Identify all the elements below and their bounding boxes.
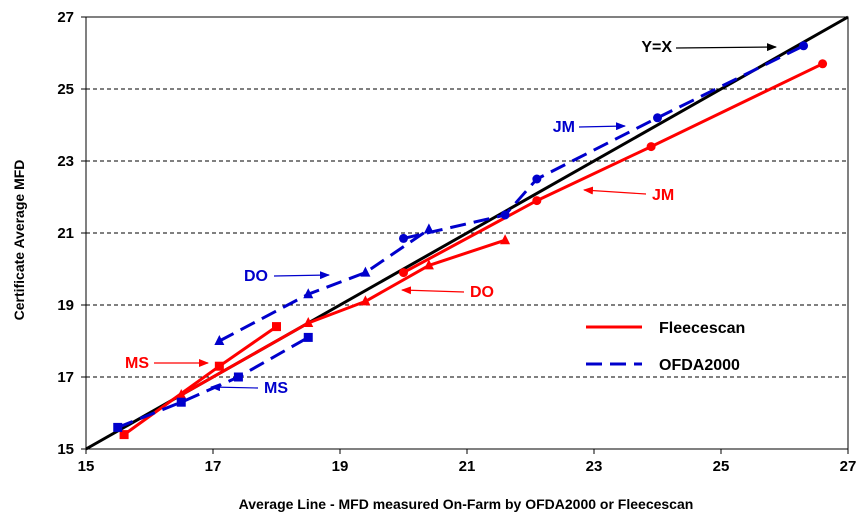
annotation-arrow (210, 383, 259, 392)
fleecescan-ms-point (272, 322, 281, 332)
fleecescan-do-line (180, 238, 506, 397)
legend: Fleecescan OFDA2000 (586, 320, 745, 374)
fleecescan-jm-line (402, 62, 824, 274)
ofda2000-jm-point (500, 210, 510, 220)
series-layer (117, 44, 824, 436)
x-axis-title: Average Line - MFD measured On-Farm by O… (239, 496, 694, 512)
ofda2000-jm-point (799, 41, 809, 51)
annotation-label: Y=X (641, 39, 672, 56)
x-tick-label: 25 (713, 458, 730, 475)
ofda2000-jm-point (532, 174, 542, 184)
ofda2000-ms-line (117, 336, 309, 429)
ofda2000-do-point (360, 266, 371, 277)
x-tick-label: 17 (205, 458, 222, 475)
annotation-label: DO (470, 284, 494, 301)
ofda2000-jm-point (653, 113, 662, 123)
ofda2000-do-point (214, 335, 225, 345)
markers-layer (113, 41, 828, 440)
ofda2000-jm-point (399, 233, 408, 243)
y-tick-label: 15 (57, 441, 74, 458)
y-tick-label: 21 (57, 225, 74, 242)
fleecescan-do-point (500, 234, 511, 245)
annotation-arrow (401, 286, 465, 295)
x-axis-ticks: 15 17 19 21 23 25 27 (78, 449, 857, 475)
annotation-arrow (578, 122, 626, 131)
ofda2000-do-point (423, 223, 434, 234)
fleecescan-do-point (176, 389, 187, 399)
fleecescan-jm-point (532, 196, 542, 206)
annotation-arrow (583, 186, 647, 195)
y-axis-title: Certificate Average MFD (11, 160, 27, 321)
fleecescan-ms-point (214, 361, 224, 371)
ofda2000-ms-point (113, 422, 123, 432)
y-tick-label: 17 (57, 369, 74, 386)
y-tick-label: 19 (57, 297, 74, 314)
fleecescan-do-point (423, 259, 434, 270)
y-tick-label: 23 (57, 153, 74, 170)
fleecescan-ms-line (123, 325, 278, 436)
x-tick-label: 15 (78, 458, 95, 475)
ofda2000-do-line (218, 228, 430, 343)
x-tick-label: 19 (332, 458, 349, 475)
x-tick-label: 23 (586, 458, 603, 475)
legend-label: OFDA2000 (659, 357, 740, 374)
annotation-arrow (273, 271, 330, 280)
ofda2000-ms-point (233, 372, 243, 382)
fleecescan-do-point (360, 295, 371, 306)
ofda2000-ms-point (176, 397, 186, 407)
fleecescan-ms-point (119, 430, 129, 440)
x-tick-label: 21 (459, 458, 476, 475)
annotations-layer: Y=X JM JM DO DO MS MS (125, 39, 777, 397)
annotation-label: MS (264, 380, 288, 397)
y-tick-label: 27 (57, 9, 74, 26)
legend-label: Fleecescan (659, 320, 745, 337)
ofda2000-do-point (303, 288, 314, 299)
annotation-arrow (675, 43, 777, 52)
fleecescan-jm-point (646, 142, 656, 152)
annotation-label: MS (125, 355, 149, 372)
ofda2000-ms-point (303, 332, 313, 342)
fleecescan-jm-point (399, 268, 408, 278)
y-axis-ticks: 15 17 19 21 23 25 27 (57, 9, 86, 458)
fleecescan-jm-point (818, 59, 828, 69)
y-tick-label: 25 (57, 81, 74, 98)
fleecescan-do-point (303, 317, 314, 327)
annotation-label: JM (652, 187, 674, 204)
annotation-label: JM (553, 119, 575, 136)
x-tick-label: 27 (840, 458, 857, 475)
annotation-label: DO (244, 268, 268, 285)
